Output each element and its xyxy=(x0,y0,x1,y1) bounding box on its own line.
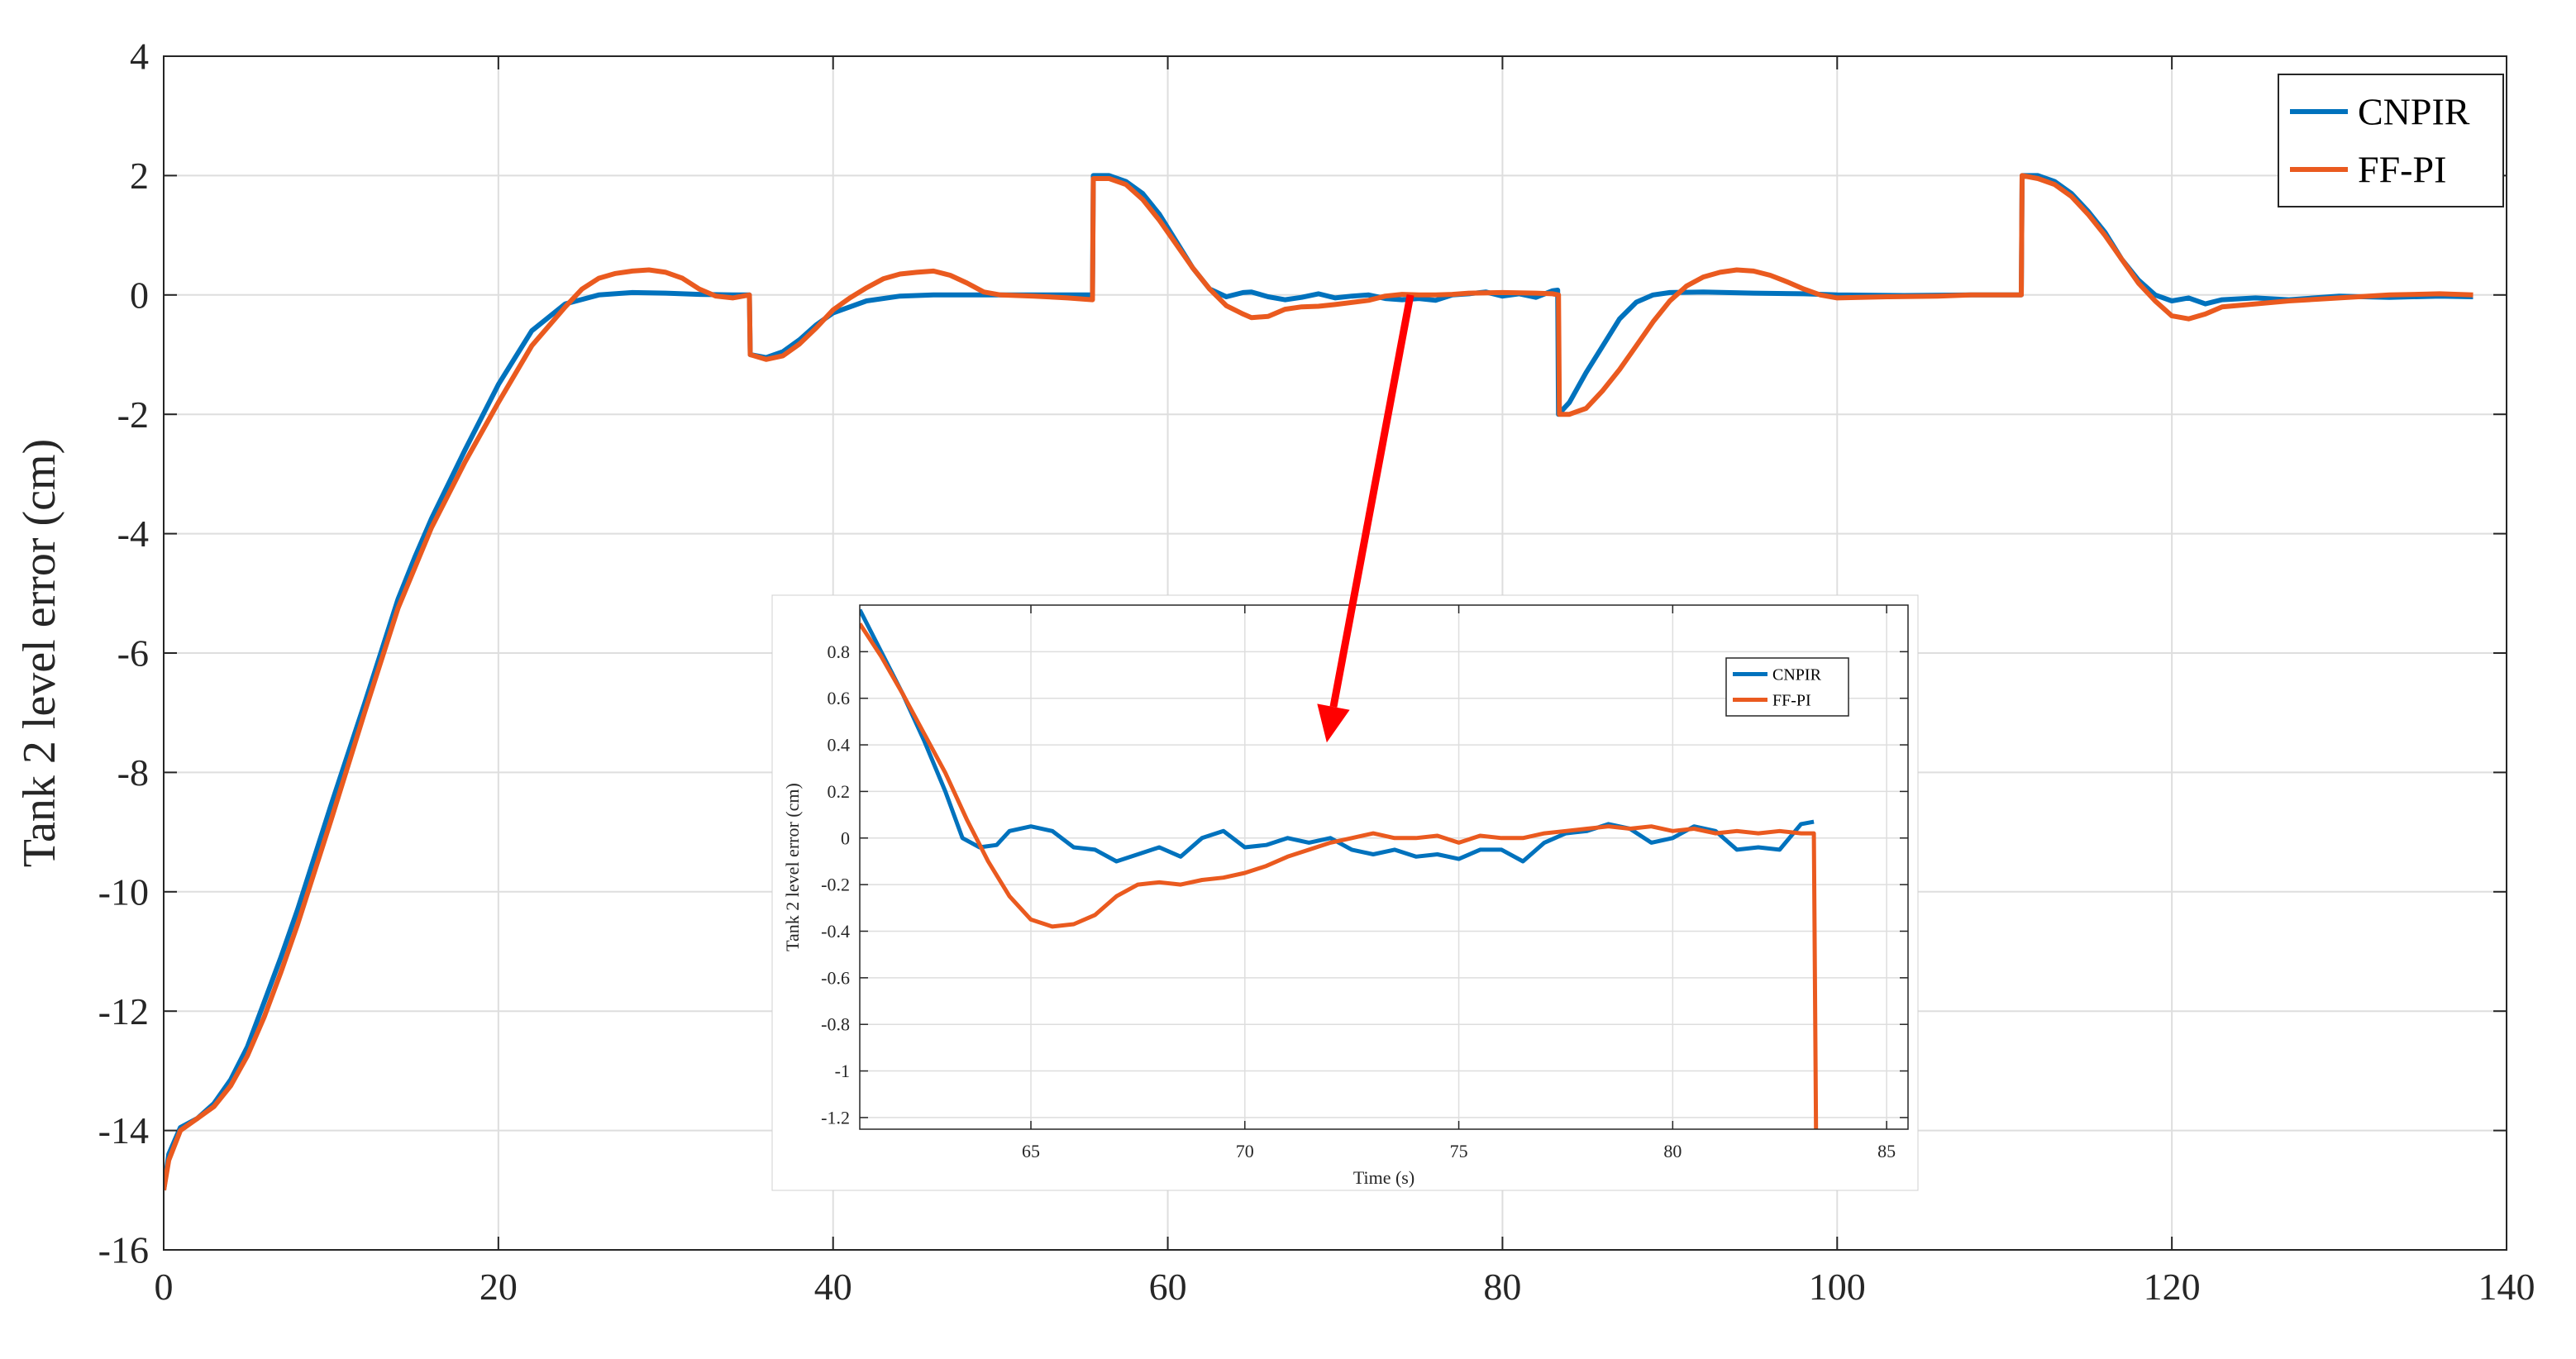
main-y-tick-label: -8 xyxy=(117,751,149,794)
main-x-tick-label: 0 xyxy=(155,1266,174,1308)
inset-x-tick-label: 80 xyxy=(1663,1141,1682,1161)
main-y-tick-label: 0 xyxy=(130,274,149,316)
inset-x-tick-label: 85 xyxy=(1877,1141,1896,1161)
main-y-tick-label: -14 xyxy=(98,1109,149,1152)
main-series-cnpir xyxy=(164,173,2473,1191)
main-series-ff-pi xyxy=(164,173,2473,1191)
main-legend-label: FF-PI xyxy=(2358,149,2446,191)
main-y-tick-label: -10 xyxy=(98,870,149,913)
inset-legend-label: FF-PI xyxy=(1772,691,1811,709)
inset-x-tick-label: 75 xyxy=(1450,1141,1468,1161)
main-legend-box xyxy=(2278,74,2504,207)
inset-legend-box xyxy=(1725,657,1849,717)
main-y-tick-label: -12 xyxy=(98,990,149,1032)
main-x-tick-label: 60 xyxy=(1149,1266,1187,1308)
inset-plot: 65 70 75 80 85 -1.2 -1 -0.8 -0.6 -0.4 -0.2 0 0.2 0.4 0… xyxy=(771,594,1919,1191)
main-y-tick-label: -6 xyxy=(117,632,149,675)
main-x-tick-label: 140 xyxy=(2478,1266,2535,1308)
main-legend-label: CNPIR xyxy=(2358,91,2470,133)
main-y-tick-label: 2 xyxy=(130,155,149,197)
inset-legend-label: CNPIR xyxy=(1772,665,1822,684)
inset-x-axis-label: Time (s) xyxy=(1353,1167,1414,1188)
inset-y-tick-label: -0.8 xyxy=(821,1014,850,1035)
inset-y-tick-label: 0.6 xyxy=(828,688,851,708)
main-x-tick-label: 40 xyxy=(814,1266,852,1308)
inset-y-tick-label: -0.4 xyxy=(821,921,850,942)
main-x-tick-label: 120 xyxy=(2144,1266,2201,1308)
zoom-arrow-head xyxy=(1317,703,1350,743)
main-y-axis-label: Tank 2 level error (cm) xyxy=(14,439,65,868)
inset-x-tick-label: 65 xyxy=(1022,1141,1040,1161)
inset-y-tick-label: 0.8 xyxy=(828,641,851,662)
inset-y-tick-label: -1 xyxy=(835,1061,850,1081)
inset-axes-box xyxy=(859,604,1909,1130)
main-y-tick-label: -2 xyxy=(117,393,149,436)
inset-y-tick-label: 0.2 xyxy=(828,781,851,802)
inset-series-cnpir xyxy=(860,608,1815,864)
inset-y-axis-label: Tank 2 level error (cm) xyxy=(782,783,803,951)
main-y-tick-label: 4 xyxy=(130,36,149,78)
main-y-tick-label: -16 xyxy=(98,1229,149,1271)
inset-y-tick-label: 0.4 xyxy=(828,735,851,756)
inset-x-tick-label: 70 xyxy=(1236,1141,1254,1161)
main-y-tick-label: -4 xyxy=(117,513,149,555)
zoom-arrow xyxy=(1317,293,1414,743)
inset-y-tick-label: 0 xyxy=(841,827,850,848)
inset-y-tick-label: -0.2 xyxy=(821,875,850,895)
main-x-tick-label: 100 xyxy=(1809,1266,1866,1308)
main-x-tick-label: 80 xyxy=(1483,1266,1521,1308)
zoom-arrow-shaft xyxy=(1329,293,1414,708)
inset-series-ff-pi xyxy=(860,622,1819,1129)
main-x-tick-label: 20 xyxy=(479,1266,518,1308)
inset-y-tick-label: -1.2 xyxy=(821,1107,850,1128)
inset-y-tick-label: -0.6 xyxy=(821,967,850,988)
